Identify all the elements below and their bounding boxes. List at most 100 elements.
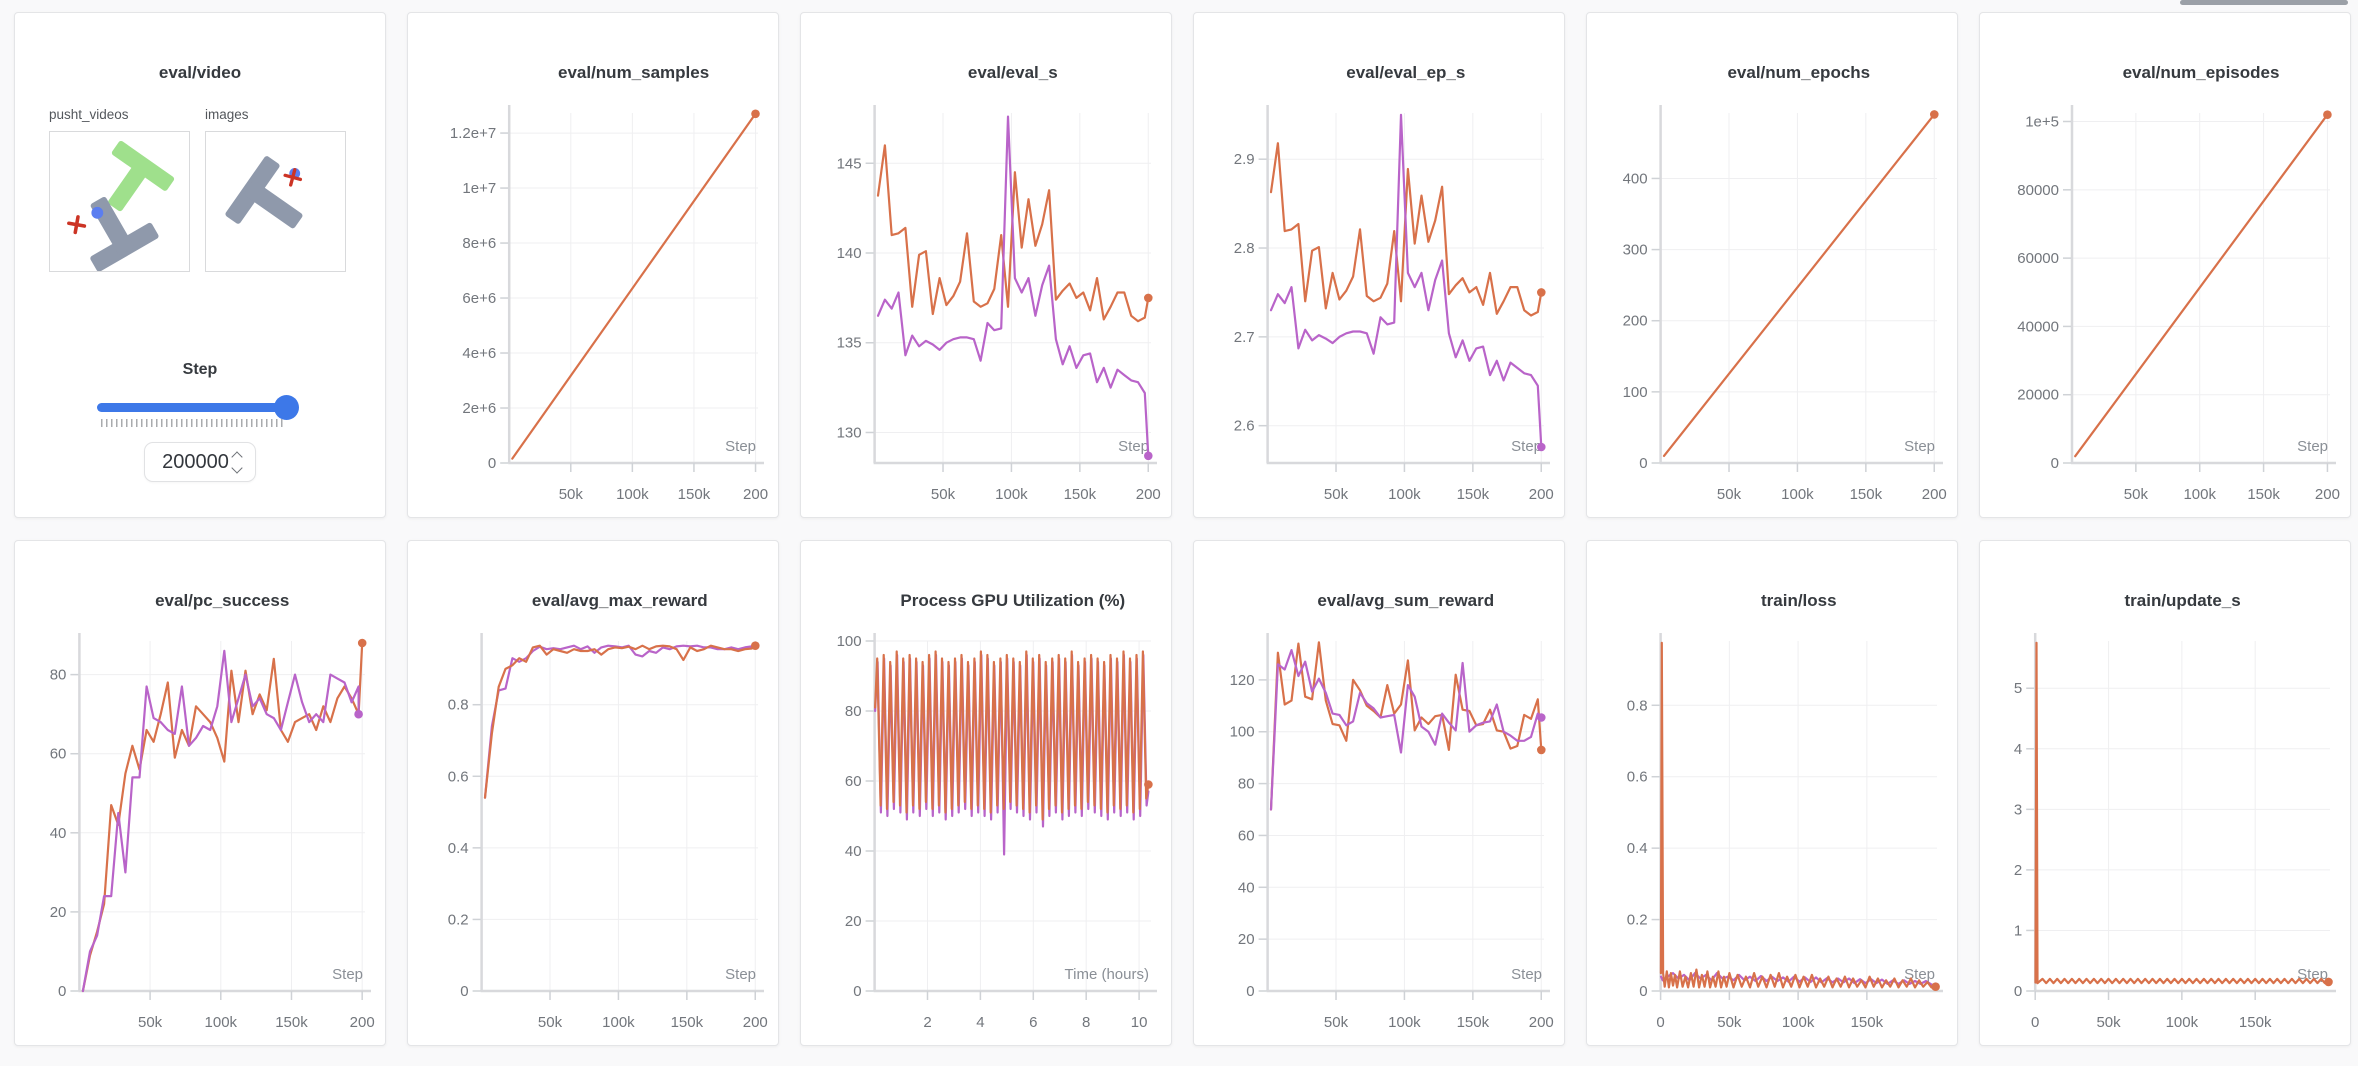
series-purple	[876, 115, 1150, 457]
series-endpoint-dot	[354, 709, 363, 719]
svg-text:0: 0	[1656, 1014, 1664, 1031]
chart-title: eval/eval_s	[967, 63, 1058, 82]
media-panel-eval-video: eval/video pusht_videos images	[14, 12, 386, 518]
chart-panel-train-loss: train/loss 0 50k 100k 150k 0 0.2 0.4 0.6 0.8 Step	[1586, 540, 1958, 1046]
chart-panel-train-update-s: train/update_s 0 50k 100k 150k 0 1 2 3 4 5 Step	[1979, 540, 2351, 1046]
svg-text:150k: 150k	[2239, 1014, 2272, 1031]
svg-text:2.6: 2.6	[1234, 418, 1255, 435]
series-orange	[1269, 142, 1543, 317]
svg-text:400: 400	[1623, 170, 1648, 187]
svg-text:20000: 20000	[2017, 387, 2059, 404]
image-thumbnail-label: images	[205, 107, 249, 122]
step-spinner[interactable]	[230, 450, 243, 474]
chart-plot[interactable]: 50k 100k 150k 200 0 2e+6 4e+6 6e+6 8e+6 1e+7 1.2e+…	[408, 13, 779, 518]
svg-text:1.2e+7: 1.2e+7	[450, 125, 496, 142]
chart-plot[interactable]: 50k 100k 150k 200 0 20000 40000 60000 80000 1e+5 S…	[1980, 13, 2351, 518]
svg-text:0: 0	[460, 983, 468, 1000]
series-orange	[2034, 641, 2330, 985]
series-endpoint-dot	[751, 641, 760, 650]
step-input-field[interactable]	[159, 450, 232, 474]
series-orange	[1659, 641, 1937, 989]
svg-text:3: 3	[2014, 801, 2022, 818]
svg-text:5: 5	[2014, 680, 2022, 697]
svg-text:2.8: 2.8	[1234, 240, 1255, 257]
svg-text:100k: 100k	[1388, 1014, 1421, 1031]
chart-plot[interactable]: 50k 100k 150k 200 0 100 200 300 400 Step	[1587, 13, 1958, 518]
svg-text:100: 100	[1623, 384, 1648, 401]
svg-text:2: 2	[923, 1014, 931, 1031]
chart-title: eval/num_samples	[557, 63, 710, 82]
svg-text:0: 0	[853, 983, 861, 1000]
chart-panel-eval-num-samples: eval/num_samples 50k 100k 150k 200 0 2e+6 4e+6…	[407, 12, 779, 518]
spinner-down-icon[interactable]	[230, 461, 243, 474]
slider-thumb-handle[interactable]	[274, 395, 299, 420]
svg-text:2e+6: 2e+6	[462, 400, 496, 417]
svg-text:4: 4	[2014, 741, 2022, 758]
series-endpoint-dot	[1144, 451, 1153, 461]
svg-text:80: 80	[1238, 776, 1255, 793]
series-orange	[873, 650, 1150, 821]
svg-text:Step: Step	[1118, 438, 1149, 455]
svg-text:1e+7: 1e+7	[462, 180, 496, 197]
series-orange	[2074, 113, 2329, 458]
series-purple	[1269, 113, 1543, 449]
svg-text:50k: 50k	[1717, 486, 1742, 503]
pusht-video-thumbnail[interactable]	[49, 131, 190, 272]
svg-text:40: 40	[1238, 879, 1255, 896]
svg-text:200: 200	[1922, 486, 1947, 503]
svg-text:100k: 100k	[1782, 1014, 1815, 1031]
svg-text:150k: 150k	[1457, 486, 1490, 503]
step-slider[interactable]	[97, 395, 299, 433]
svg-text:200: 200	[2315, 486, 2340, 503]
chart-plot[interactable]: 50k 100k 150k 200 130 135 140 145 Step	[801, 13, 1172, 518]
chart-title: eval/avg_sum_reward	[1317, 591, 1495, 610]
pusht-block-t-shape	[225, 156, 303, 229]
svg-text:140: 140	[837, 245, 862, 262]
svg-text:150k: 150k	[671, 1014, 704, 1031]
chart-title: eval/eval_ep_s	[1346, 63, 1466, 82]
svg-text:100: 100	[1230, 724, 1255, 741]
svg-text:0.2: 0.2	[448, 911, 469, 928]
svg-text:2: 2	[2014, 862, 2022, 879]
svg-text:1e+5: 1e+5	[2025, 114, 2059, 131]
step-input[interactable]	[144, 442, 256, 482]
svg-text:0.8: 0.8	[1627, 697, 1648, 714]
svg-text:60: 60	[1238, 827, 1255, 844]
svg-text:40: 40	[845, 843, 862, 860]
pusht-goal-t-shape	[108, 140, 175, 212]
chart-panel-process-gpu-utilization-: Process GPU Utilization (%) 2 4 6 8 10 0 20 40 6…	[800, 540, 1172, 1046]
svg-text:Step: Step	[1511, 966, 1542, 983]
svg-text:135: 135	[837, 335, 862, 352]
slider-track[interactable]	[97, 395, 299, 420]
chart-title: eval/num_episodes	[2122, 63, 2280, 82]
chart-plot[interactable]: 50k 100k 150k 200 0 0.2 0.4 0.6 0.8 Step	[408, 541, 779, 1046]
scrollbar-thumb[interactable]	[2180, 0, 2348, 5]
svg-text:100k: 100k	[205, 1014, 238, 1031]
pusht-image-thumbnail[interactable]	[205, 131, 346, 272]
chart-title: eval/num_epochs	[1727, 63, 1871, 82]
svg-text:150k: 150k	[1851, 1014, 1884, 1031]
svg-text:6e+6: 6e+6	[462, 290, 496, 307]
svg-text:80000: 80000	[2017, 182, 2059, 199]
svg-text:200: 200	[1623, 313, 1648, 330]
svg-text:2.9: 2.9	[1234, 151, 1255, 168]
svg-text:1: 1	[2014, 922, 2022, 939]
series-endpoint-dot	[2324, 977, 2333, 987]
series-orange	[876, 144, 1150, 323]
svg-text:6: 6	[1029, 1014, 1037, 1031]
svg-text:Step: Step	[1511, 438, 1542, 455]
chart-plot[interactable]: 50k 100k 150k 200 2.6 2.7 2.8 2.9 Step	[1194, 13, 1565, 518]
spinner-up-icon[interactable]	[230, 450, 243, 463]
svg-text:50k: 50k	[2096, 1014, 2121, 1031]
series-endpoint-dot	[1537, 745, 1546, 755]
chart-plot[interactable]: 50k 100k 150k 200 0 20 40 60 80 100 120 Step	[1194, 541, 1565, 1046]
series-endpoint-dot	[357, 638, 367, 648]
series-endpoint-dot	[1537, 288, 1546, 297]
slider-tick-marks	[101, 419, 285, 427]
chart-plot[interactable]: 50k 100k 150k 200 0 20 40 60 80 Step	[15, 541, 386, 1046]
svg-text:150k: 150k	[1850, 486, 1883, 503]
series-orange	[81, 641, 364, 993]
